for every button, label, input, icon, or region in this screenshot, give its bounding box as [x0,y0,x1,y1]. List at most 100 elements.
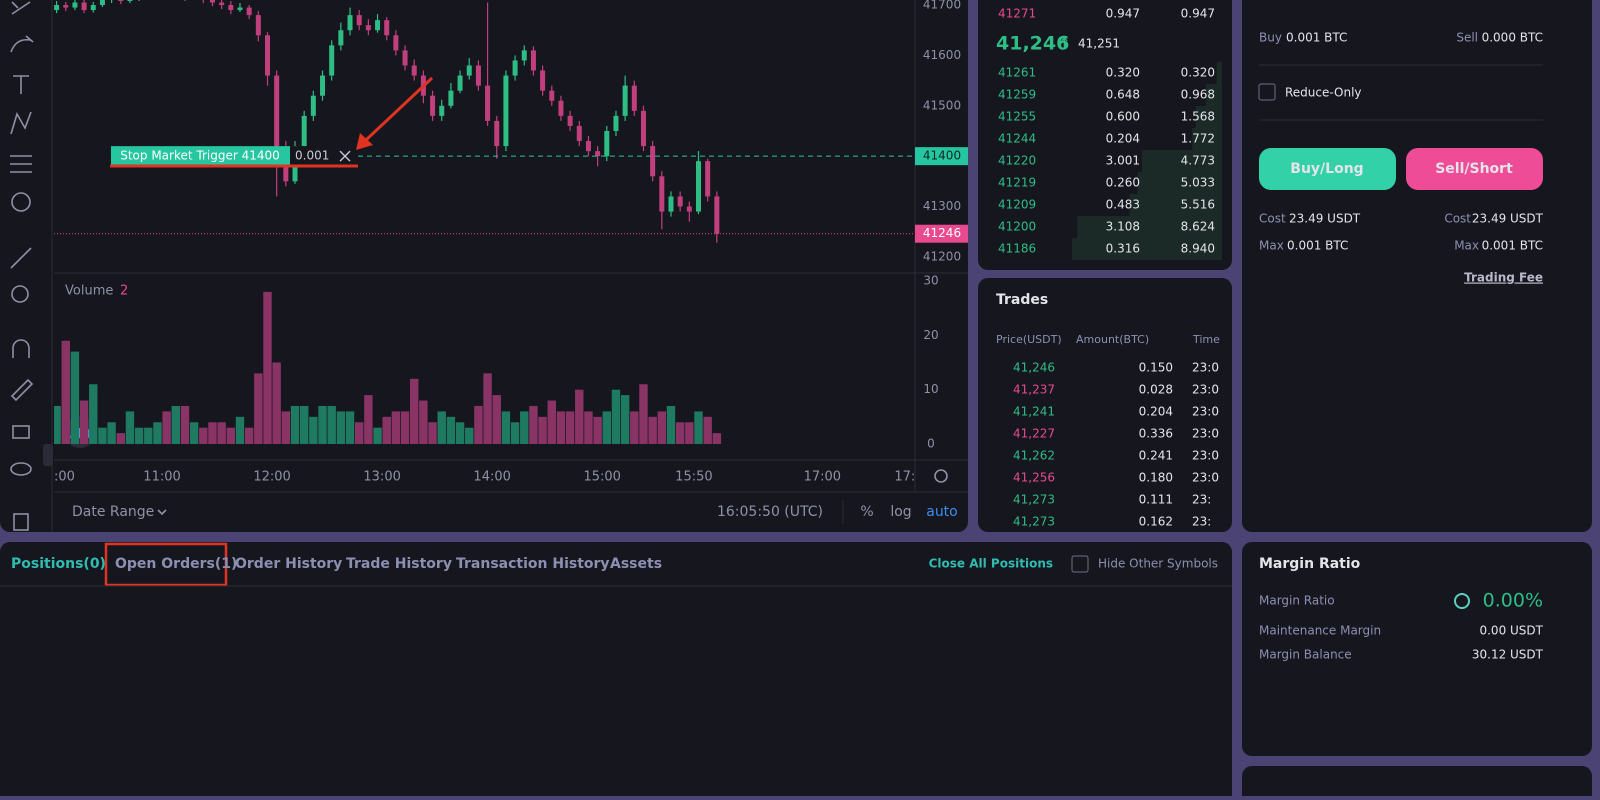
tool-icon[interactable] [13,513,29,531]
tool-icon[interactable] [11,192,31,212]
bid-total: 8.940 [1181,242,1215,256]
order-cancel[interactable] [339,150,351,162]
volume-tick-label: 30 [923,274,938,288]
tool-icon[interactable] [10,111,32,135]
tool-icon[interactable] [11,1,31,15]
tool-icon[interactable] [11,285,29,303]
order-price-tag [915,147,968,166]
tab[interactable]: Transaction History [456,556,610,572]
volume-bar [520,411,529,444]
candle-body [384,20,390,36]
margin-title: Margin Ratio [1259,556,1361,572]
sell-button[interactable] [1406,148,1543,190]
tool-icon[interactable] [10,462,32,476]
hide-other[interactable]: Hide Other Symbols [1098,557,1218,571]
positions-panel [0,542,1232,800]
chevron [157,509,167,516]
trade-time: 23:0 [1192,361,1219,375]
tool-icon[interactable] [13,75,29,94]
bid-price: 41209 [998,198,1036,212]
margin: Margin Ratio Margin Ratio 0.00% Maintena… [1259,556,1544,662]
close-all[interactable]: Close All Positions [929,557,1053,571]
ask-amount: 0.947 [1106,7,1140,21]
tab[interactable]: Trade History [346,556,452,572]
collapse-button[interactable] [43,444,53,466]
candle-body [439,105,445,116]
order-price-tag-label: 41400 [923,149,961,163]
candle-body [576,125,582,142]
candle-body [99,0,105,6]
tool-icon[interactable] [10,155,32,173]
reduce-only[interactable]: Reduce-Only [1285,86,1362,100]
sell-button-label[interactable]: Sell/Short [1435,161,1513,177]
volume-bar [639,384,648,444]
candle-body [274,75,280,157]
price-chart: 41200 41300 41400 41500 41600 41700 0 10 20 30:00… [54,0,968,485]
trade-time: 23:0 [1192,405,1219,419]
order-form: Buy 0.001 BTC Sell 0.000 BTC Reduce-Only… [1258,31,1544,285]
candle-body [512,60,518,76]
candle-body [549,90,555,101]
volume-bar [584,411,593,444]
percent-toggle[interactable]: % [860,504,873,520]
volume-bar [208,422,217,444]
tool-icon[interactable] [10,35,34,53]
tool-icon[interactable] [12,425,30,439]
extra-panel [1242,766,1592,800]
order-qty: 0.001 [295,149,329,163]
tab[interactable]: Order History [235,556,342,572]
bid-price: 41259 [998,88,1036,102]
date-range[interactable]: Date Range [72,504,154,520]
volume-bar [345,411,355,444]
volume-bar [620,395,630,444]
buy-max: 0.001 BTC [1287,239,1348,253]
volume-bar [235,416,245,444]
checkbox[interactable] [1258,83,1276,101]
bid-total: 0.320 [1181,66,1215,80]
volume-bar [538,416,547,444]
margin-panel [1242,542,1592,756]
candle-body [329,45,335,76]
trade-time: 23:0 [1192,427,1219,441]
bid-price: 41261 [998,66,1036,80]
trade-price: 41,256 [1013,471,1055,485]
tool-icon[interactable] [12,339,30,358]
trade-amount: 0.150 [1139,361,1173,375]
maintenance-label: Maintenance Margin [1259,624,1381,638]
depth-bar [1205,84,1222,106]
tool-icon[interactable] [10,378,34,402]
tab[interactable]: Assets [610,556,662,572]
log-toggle[interactable]: log [890,504,911,520]
candle-body [320,75,326,96]
buy-button[interactable] [1259,148,1396,190]
candle-body [457,75,463,91]
bid-total: 5.033 [1181,176,1215,190]
tab[interactable]: Positions(0) [11,556,106,572]
volume-bar [483,373,492,444]
volume-bar [556,411,566,444]
bid-amount: 0.600 [1106,110,1140,124]
depth-bar [1216,62,1222,84]
volume-bar [180,405,190,444]
candle-body [585,141,591,152]
auto-toggle[interactable]: auto [926,504,958,520]
volume-bar [400,411,410,444]
volume-bar [244,427,254,444]
candle-body [696,161,701,212]
checkbox[interactable] [1071,555,1089,573]
volume-label: Volume [65,284,113,299]
volume-bar [455,422,465,444]
trading-fee[interactable]: Trading Fee [1464,271,1543,285]
trades-column: Price(USDT) [996,333,1062,346]
trade-time: 23: [1192,515,1211,529]
trade-price: 41,246 [1013,361,1055,375]
volume-bar [144,427,153,444]
candle-body [228,5,234,11]
tool-icon[interactable] [10,247,32,269]
tab[interactable]: Open Orders(1) [115,556,237,572]
settings-icon[interactable] [934,469,948,483]
candle-body [567,115,573,126]
order-qty-box [290,146,358,167]
buy-button-label[interactable]: Buy/Long [1290,161,1363,177]
bid-price: 41244 [998,132,1036,146]
